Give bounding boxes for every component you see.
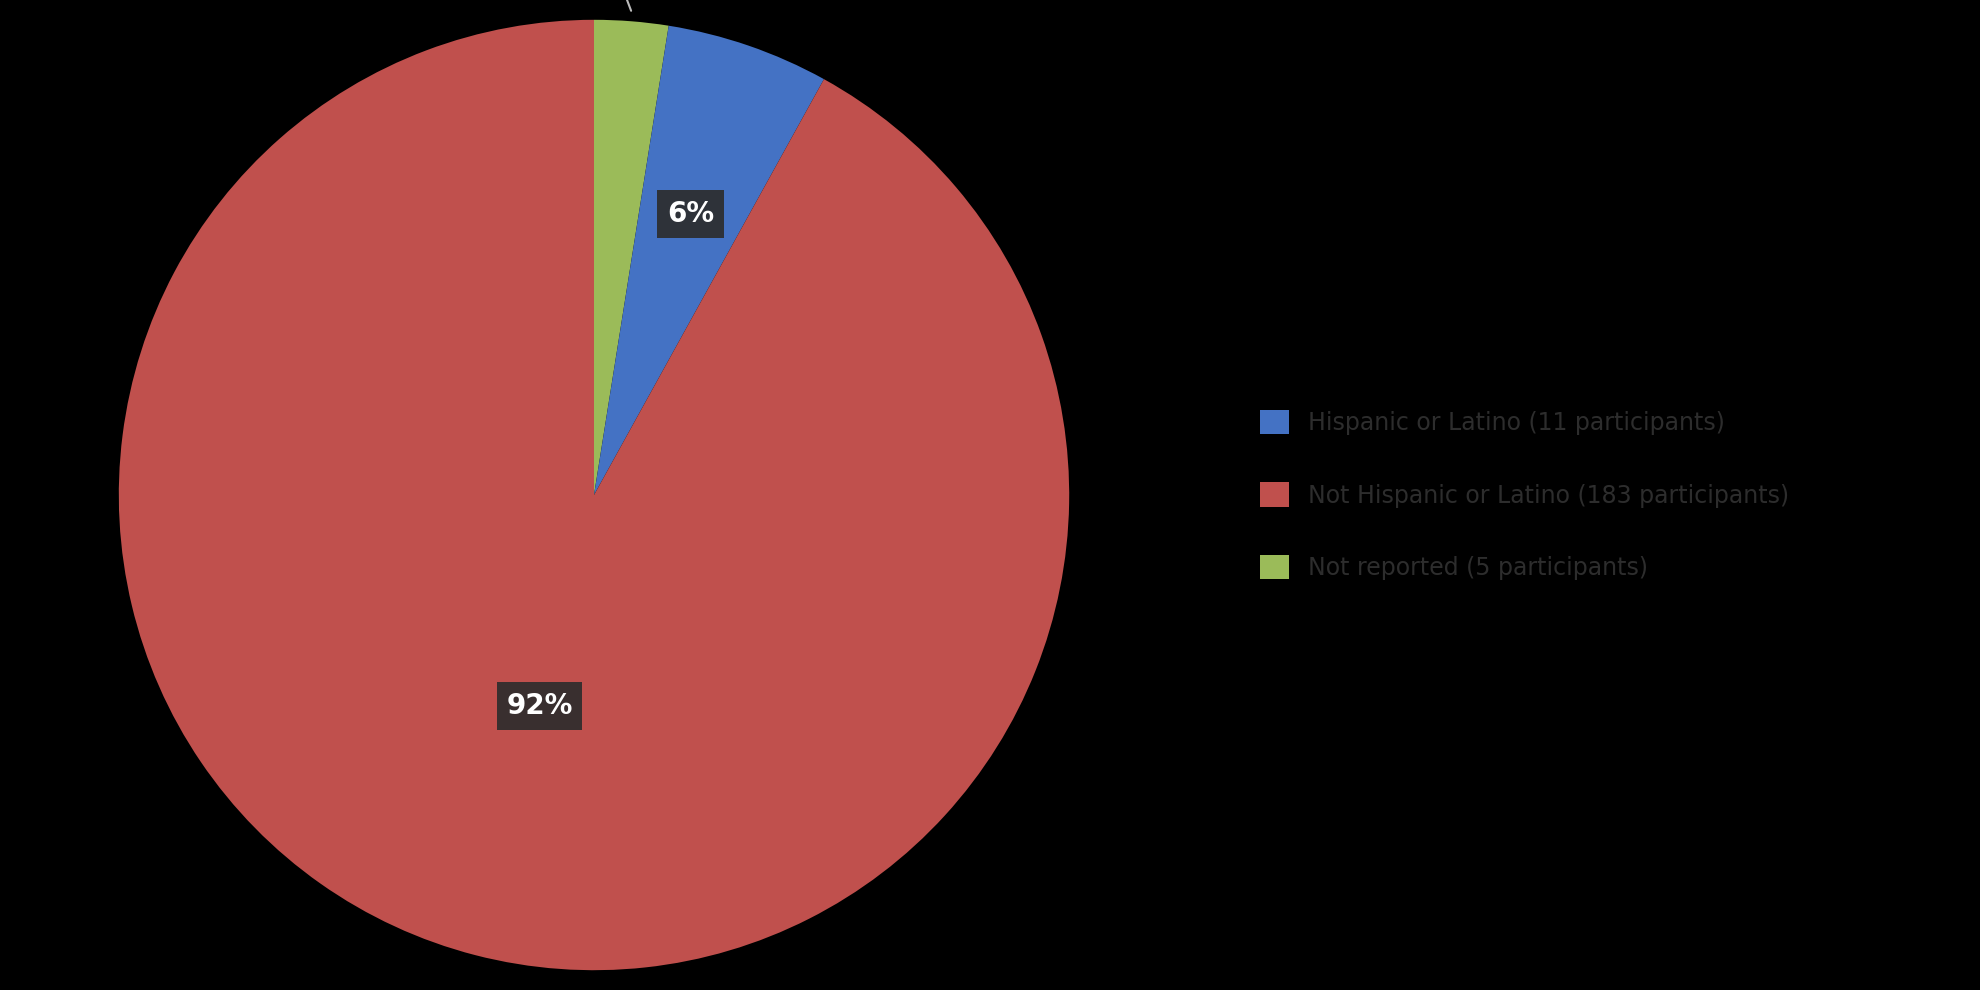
Text: 3%: 3%	[560, 0, 632, 11]
Text: 6%: 6%	[667, 200, 715, 228]
Wedge shape	[594, 26, 824, 495]
Text: 92%: 92%	[507, 692, 572, 720]
Wedge shape	[594, 20, 669, 495]
Wedge shape	[119, 20, 1069, 970]
Legend: Hispanic or Latino (11 participants), Not Hispanic or Latino (183 participants),: Hispanic or Latino (11 participants), No…	[1226, 375, 1824, 615]
